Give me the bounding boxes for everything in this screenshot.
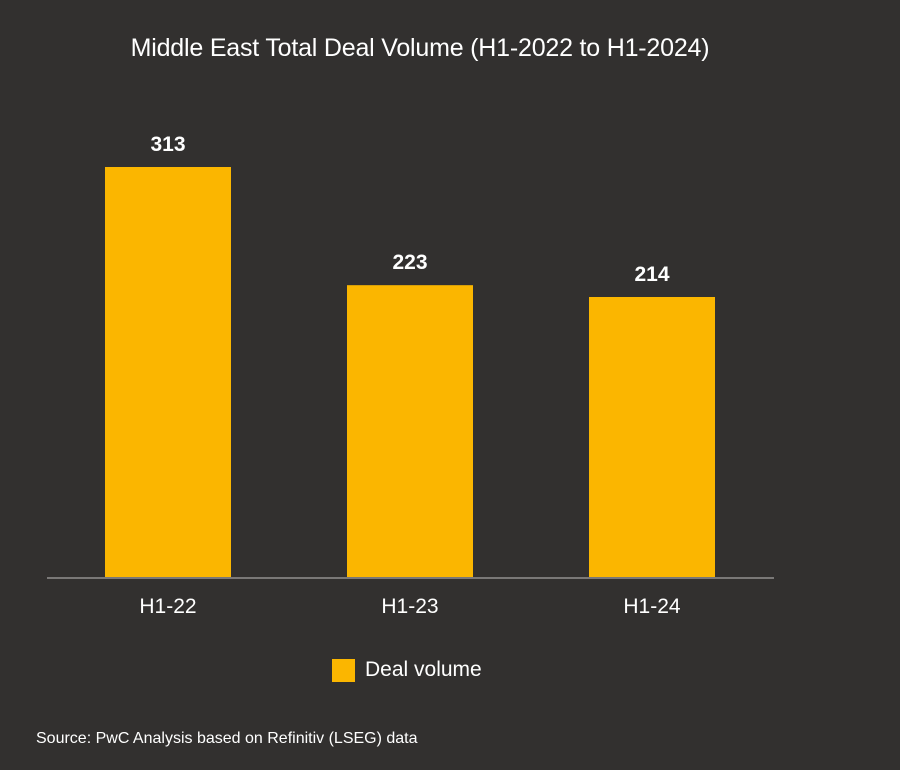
legend-label: Deal volume xyxy=(365,658,482,681)
bars-layer xyxy=(105,167,715,578)
x-tick-labels-layer: H1-22 H1-23 H1-24 xyxy=(139,595,681,618)
data-label-h1-22: 313 xyxy=(150,133,185,156)
source-note: Source: PwC Analysis based on Refinitiv … xyxy=(36,730,418,747)
bar-h1-23 xyxy=(347,285,473,578)
data-label-h1-24: 214 xyxy=(634,263,669,286)
legend: Deal volume xyxy=(332,658,482,682)
bar-h1-24 xyxy=(589,296,715,578)
x-tick-label-h1-22: H1-22 xyxy=(139,595,196,618)
x-tick-label-h1-23: H1-23 xyxy=(381,595,438,618)
data-label-h1-23: 223 xyxy=(392,251,427,274)
chart-title: Middle East Total Deal Volume (H1-2022 t… xyxy=(130,34,710,62)
bar-h1-22 xyxy=(105,167,231,578)
data-labels-layer: 313 223 214 xyxy=(150,133,669,286)
legend-swatch xyxy=(332,658,355,682)
x-tick-label-h1-24: H1-24 xyxy=(623,595,681,618)
